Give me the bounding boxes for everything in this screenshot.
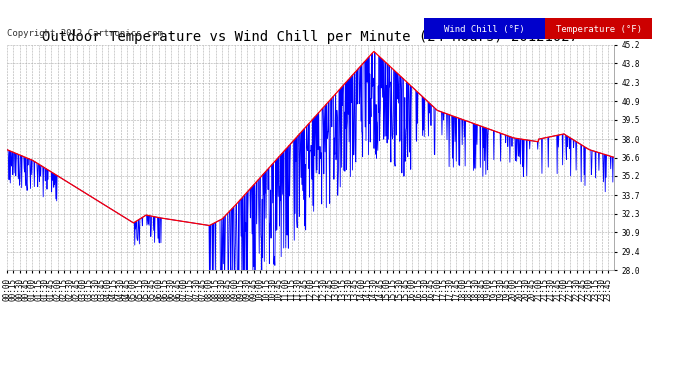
Text: Wind Chill (°F): Wind Chill (°F) bbox=[444, 25, 525, 34]
Title: Outdoor Temperature vs Wind Chill per Minute (24 Hours) 20121027: Outdoor Temperature vs Wind Chill per Mi… bbox=[43, 30, 578, 44]
Text: Copyright 2012 Cartronics.com: Copyright 2012 Cartronics.com bbox=[7, 28, 163, 38]
Text: Temperature (°F): Temperature (°F) bbox=[555, 25, 642, 34]
